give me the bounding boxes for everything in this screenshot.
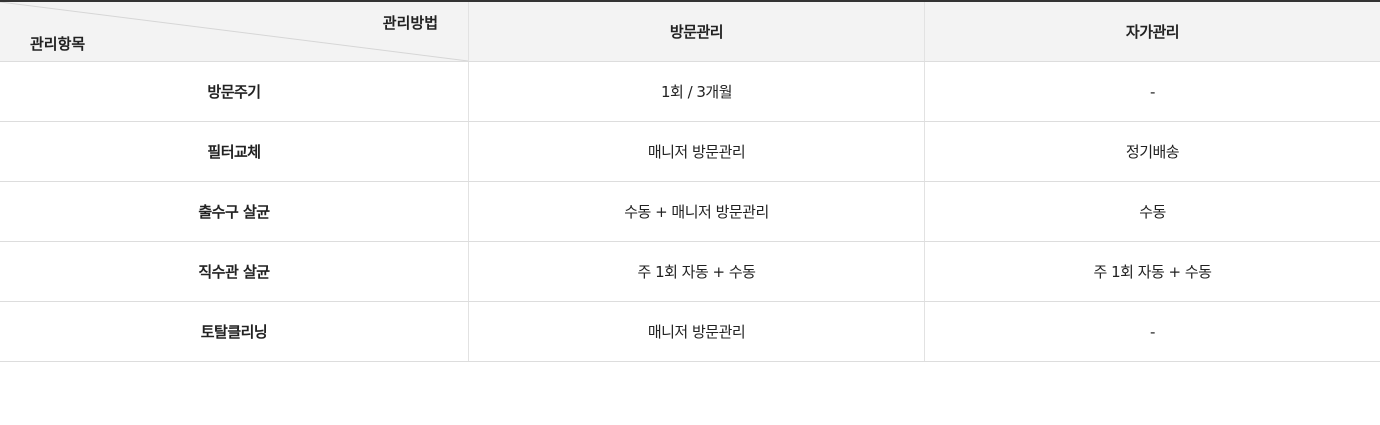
header-item-label: 관리항목 <box>30 35 86 53</box>
row-self-value: - <box>924 62 1380 121</box>
row-visit-value: 수동 + 매니저 방문관리 <box>468 182 924 241</box>
row-item-label: 직수관 살균 <box>198 263 270 281</box>
row-item-label: 방문주기 <box>207 83 261 101</box>
row-self-value: 주 1회 자동 + 수동 <box>924 242 1380 301</box>
diagonal-divider <box>0 2 468 61</box>
row-visit-value: 매니저 방문관리 <box>468 302 924 361</box>
table-row: 방문주기 1회 / 3개월 - <box>0 62 1380 122</box>
table-row: 필터교체 매니저 방문관리 정기배송 <box>0 122 1380 182</box>
row-self-value: 정기배송 <box>924 122 1380 181</box>
row-item-label: 필터교체 <box>207 143 261 161</box>
table-row: 직수관 살균 주 1회 자동 + 수동 주 1회 자동 + 수동 <box>0 242 1380 302</box>
header-visit-column: 방문관리 <box>468 2 924 61</box>
row-visit-value: 1회 / 3개월 <box>468 62 924 121</box>
row-item-label: 토탈클리닝 <box>200 323 268 341</box>
row-visit-value: 매니저 방문관리 <box>468 122 924 181</box>
row-visit-value: 주 1회 자동 + 수동 <box>468 242 924 301</box>
header-method-label: 관리방법 <box>382 14 438 32</box>
table-row: 출수구 살균 수동 + 매니저 방문관리 수동 <box>0 182 1380 242</box>
header-self-column: 자가관리 <box>924 2 1380 61</box>
row-item-label: 출수구 살균 <box>198 203 270 221</box>
row-self-value: - <box>924 302 1380 361</box>
corner-header-cell: 관리방법 관리항목 <box>0 2 468 61</box>
table-row: 토탈클리닝 매니저 방문관리 - <box>0 302 1380 362</box>
table-header-row: 관리방법 관리항목 방문관리 자가관리 <box>0 2 1380 62</box>
row-self-value: 수동 <box>924 182 1380 241</box>
comparison-table: 관리방법 관리항목 방문관리 자가관리 방문주기 1회 / 3개월 - 필터교체… <box>0 0 1380 362</box>
